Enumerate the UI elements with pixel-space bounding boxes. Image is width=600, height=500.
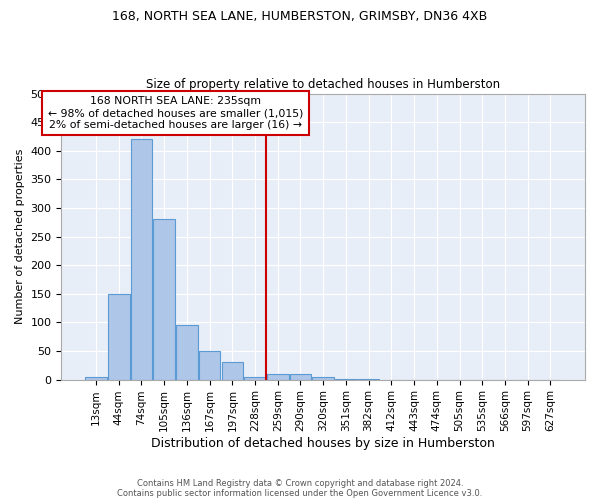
Bar [358,379,379,380]
Bar [244,376,266,380]
Text: 168, NORTH SEA LANE, HUMBERSTON, GRIMSBY, DN36 4XB: 168, NORTH SEA LANE, HUMBERSTON, GRIMSBY… [112,10,488,23]
Bar [176,325,197,380]
Bar [85,376,107,380]
Bar [267,374,289,380]
Bar [221,362,243,380]
Bar [313,376,334,380]
Text: Contains public sector information licensed under the Open Government Licence v3: Contains public sector information licen… [118,488,482,498]
Title: Size of property relative to detached houses in Humberston: Size of property relative to detached ho… [146,78,500,91]
Bar [199,351,220,380]
Bar [335,379,357,380]
Bar [131,140,152,380]
Bar [154,220,175,380]
Text: 168 NORTH SEA LANE: 235sqm
← 98% of detached houses are smaller (1,015)
2% of se: 168 NORTH SEA LANE: 235sqm ← 98% of deta… [48,96,303,130]
Y-axis label: Number of detached properties: Number of detached properties [15,149,25,324]
X-axis label: Distribution of detached houses by size in Humberston: Distribution of detached houses by size … [151,437,495,450]
Bar [290,374,311,380]
Bar [108,294,130,380]
Text: Contains HM Land Registry data © Crown copyright and database right 2024.: Contains HM Land Registry data © Crown c… [137,478,463,488]
